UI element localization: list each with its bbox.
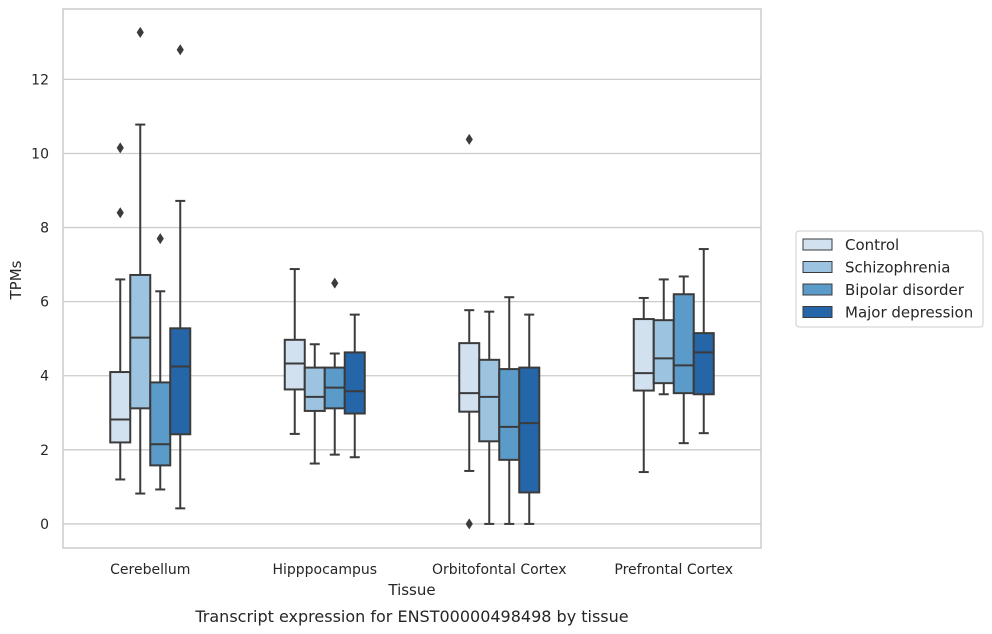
x-tick-label: Prefrontal Cortex bbox=[614, 562, 733, 578]
y-tick-label: 10 bbox=[31, 146, 49, 162]
box-schizophrenia bbox=[478, 310, 501, 525]
chart-caption: Transcript expression for ENST0000049849… bbox=[194, 607, 628, 626]
legend-label: Schizophrenia bbox=[845, 259, 950, 277]
box-iqr bbox=[692, 332, 715, 396]
box-iqr bbox=[652, 319, 675, 385]
box-iqr bbox=[478, 358, 501, 443]
x-axis-title: Tissue bbox=[387, 581, 435, 599]
x-tick-label: Hipppocampus bbox=[272, 562, 377, 578]
box-control bbox=[458, 133, 481, 530]
y-tick-label: 0 bbox=[40, 517, 49, 533]
box-iqr bbox=[518, 366, 541, 494]
y-tick-label: 12 bbox=[31, 72, 49, 88]
box-major-depression bbox=[518, 313, 541, 525]
outlier-marker bbox=[465, 518, 473, 530]
box-iqr bbox=[458, 342, 481, 413]
box-major-depression bbox=[343, 313, 366, 459]
box-iqr bbox=[169, 327, 192, 436]
legend-swatch bbox=[802, 261, 833, 273]
x-tick-labels: Cerebellum Hipppocampus Orbitofontal Corte… bbox=[110, 562, 733, 578]
box-bipolar-disorder bbox=[498, 296, 521, 525]
box-schizophrenia bbox=[652, 278, 675, 396]
outlier-marker bbox=[176, 44, 184, 56]
y-tick-label: 6 bbox=[40, 295, 49, 311]
y-tick-label: 2 bbox=[40, 443, 49, 459]
box-iqr bbox=[632, 318, 655, 392]
legend-swatch bbox=[802, 238, 833, 251]
box-schizophrenia bbox=[129, 26, 152, 495]
legend-label: Bipolar disorder bbox=[845, 281, 965, 299]
box-major-depression bbox=[169, 44, 192, 510]
outlier-marker bbox=[156, 233, 164, 245]
box-iqr bbox=[303, 366, 326, 412]
legend: Control Schizophrenia Bipolar disorder Majo… bbox=[795, 230, 984, 328]
legend-frame bbox=[795, 230, 984, 328]
box-control bbox=[632, 296, 655, 474]
outlier-marker bbox=[116, 207, 124, 219]
outlier-marker bbox=[136, 26, 144, 38]
plot-area-frame bbox=[62, 8, 762, 549]
x-tick-label: Orbitofontal Cortex bbox=[432, 562, 567, 578]
box-iqr bbox=[672, 293, 695, 395]
box-iqr bbox=[498, 368, 521, 461]
legend-label: Control bbox=[845, 236, 899, 254]
outlier-marker bbox=[116, 142, 124, 154]
box-major-depression bbox=[692, 248, 715, 435]
y-axis-title: TPMs bbox=[7, 260, 25, 300]
y-tick-label: 4 bbox=[40, 369, 49, 385]
outlier-marker bbox=[331, 277, 339, 289]
legend-label: Major depression bbox=[845, 304, 973, 322]
y-tick-labels: 0 2 4 6 8 10 12 bbox=[31, 72, 49, 533]
box-iqr bbox=[129, 273, 152, 410]
box-schizophrenia bbox=[303, 343, 326, 465]
box-iqr bbox=[343, 351, 366, 415]
box-bipolar-disorder bbox=[149, 233, 172, 491]
box-series bbox=[109, 26, 715, 530]
box-iqr bbox=[283, 338, 306, 391]
legend-swatch bbox=[802, 283, 833, 296]
x-tick-label: Cerebellum bbox=[110, 562, 190, 578]
outlier-marker bbox=[465, 133, 473, 145]
y-tick-label: 8 bbox=[40, 221, 49, 237]
box-iqr bbox=[149, 381, 172, 467]
box-bipolar-disorder bbox=[323, 277, 346, 456]
box-control bbox=[109, 142, 132, 481]
box-iqr bbox=[109, 371, 132, 444]
box-control bbox=[283, 268, 306, 435]
box-bipolar-disorder bbox=[672, 275, 695, 445]
legend-swatch bbox=[802, 306, 833, 318]
